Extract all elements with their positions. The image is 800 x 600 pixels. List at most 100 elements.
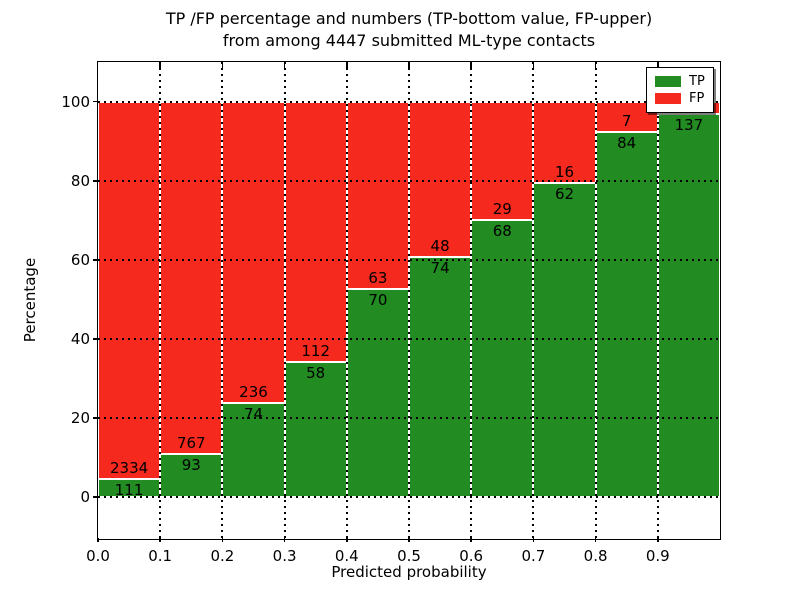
horizontal-gridline [98,496,720,498]
fp-count-label: 29 [492,199,512,218]
x-tick-mark [470,538,472,542]
tp-count-label: 70 [368,291,388,310]
x-tick-mark-top [283,62,286,68]
tp-count-label: 93 [181,456,201,475]
x-tick-mark [657,538,659,542]
x-tick-mark-top [594,62,597,68]
y-axis-label: Percentage [21,257,39,343]
horizontal-gridline [98,100,720,103]
tp-count-label: 58 [306,364,326,383]
tp-count-label: 62 [554,184,575,203]
vertical-gridline [656,62,659,539]
tp-count-label: 68 [492,221,512,240]
x-tick-mark [97,538,99,542]
x-tick-mark [283,538,286,542]
y-tick-label: 80 [70,171,90,190]
vertical-gridline [221,62,224,539]
fp-bar-segment [98,101,161,480]
x-tick-label: 0.8 [583,547,608,565]
chart-title-line1: TP /FP percentage and numbers (TP-bottom… [165,9,653,28]
tp-bar-segment [409,257,472,497]
y-tick-label: 20 [70,408,90,427]
legend-item-tp: TP [655,73,705,90]
y-tick-mark [92,100,97,103]
x-tick-label: 0.7 [521,547,546,565]
tp-bar-segment [595,132,658,497]
legend-item-fp: FP [655,90,705,107]
chart-title-line2: from among 4447 submitted ML-type contac… [222,31,596,50]
horizontal-gridline [98,258,720,261]
y-tick-label: 60 [70,250,90,269]
horizontal-gridline [98,337,720,340]
tp-count-label: 137 [674,115,704,134]
fp-bar-segment [409,101,472,258]
x-tick-mark-top [470,62,472,68]
y-tick-mark [92,417,97,419]
tp-count-label: 74 [430,259,450,278]
x-tick-mark [346,538,348,542]
tp-bar-segment [657,113,720,497]
fp-legend-label: FP [689,91,705,106]
y-tick-label: 40 [70,329,90,348]
fp-count-label: 48 [430,237,450,256]
vertical-gridline [283,62,286,539]
y-tick-mark [92,180,97,182]
vertical-gridline [345,62,348,539]
y-tick-label: 0 [80,488,90,506]
fp-bar-segment [346,101,409,290]
tp-legend-label: TP [689,74,705,89]
y-tick-mark [92,496,97,498]
x-tick-mark [159,538,161,542]
vertical-gridline [470,62,473,539]
x-tick-mark [532,538,535,542]
x-tick-label: 0.9 [645,547,670,565]
x-tick-mark-top [408,62,410,68]
x-tick-label: 0.0 [86,547,110,565]
tp-count-label: 84 [617,134,637,153]
legend: TP FP [646,67,714,113]
tp-bar-segment [284,362,347,497]
fp-count-label: 7 [621,112,632,131]
y-tick-mark [92,338,97,340]
x-axis-label: Predicted probability [331,563,487,581]
horizontal-gridline [98,416,720,419]
tp-bar-segment [160,454,223,497]
vertical-gridline [532,62,535,539]
tp-bar-segment [346,289,409,497]
x-tick-label: 0.6 [459,547,484,565]
fp-count-label: 112 [301,342,330,361]
x-tick-mark [221,538,224,542]
x-tick-mark-top [221,62,224,68]
x-tick-mark-top [159,62,161,68]
x-tick-label: 0.4 [334,547,359,565]
fp-count-label: 767 [176,434,206,453]
x-tick-label: 0.3 [272,547,297,565]
x-tick-label: 0.1 [148,547,173,565]
vertical-gridline [159,62,162,539]
x-tick-label: 0.2 [210,547,235,565]
fp-count-label: 236 [239,382,268,401]
fp-count-label: 16 [554,162,575,181]
chart-title: TP /FP percentage and numbers (TP-bottom… [98,8,720,52]
fp-bar-segment [222,101,285,403]
horizontal-gridline [98,179,720,182]
x-tick-mark-top [657,62,659,68]
fp-count-label: 2334 [110,459,149,478]
fp-legend-swatch [655,93,681,104]
vertical-gridline [594,62,597,539]
fp-count-label: 63 [368,269,388,288]
x-tick-mark-top [346,62,348,68]
tp-legend-swatch [655,76,681,87]
x-tick-mark [594,538,597,542]
tp-count-label: 111 [114,481,144,500]
y-tick-label: 100 [61,92,90,111]
x-tick-mark [408,538,410,542]
plot-area: TP FP 2334 111 767 93 236 74 112 58 63 70 48 74 29 68… [92,61,721,542]
fp-bar-segment [160,101,223,455]
x-tick-label: 0.5 [397,547,421,565]
tp-count-label: 74 [243,404,264,423]
fp-bar-segment [284,101,347,363]
x-tick-mark-top [532,62,535,68]
y-tick-mark [92,259,97,261]
